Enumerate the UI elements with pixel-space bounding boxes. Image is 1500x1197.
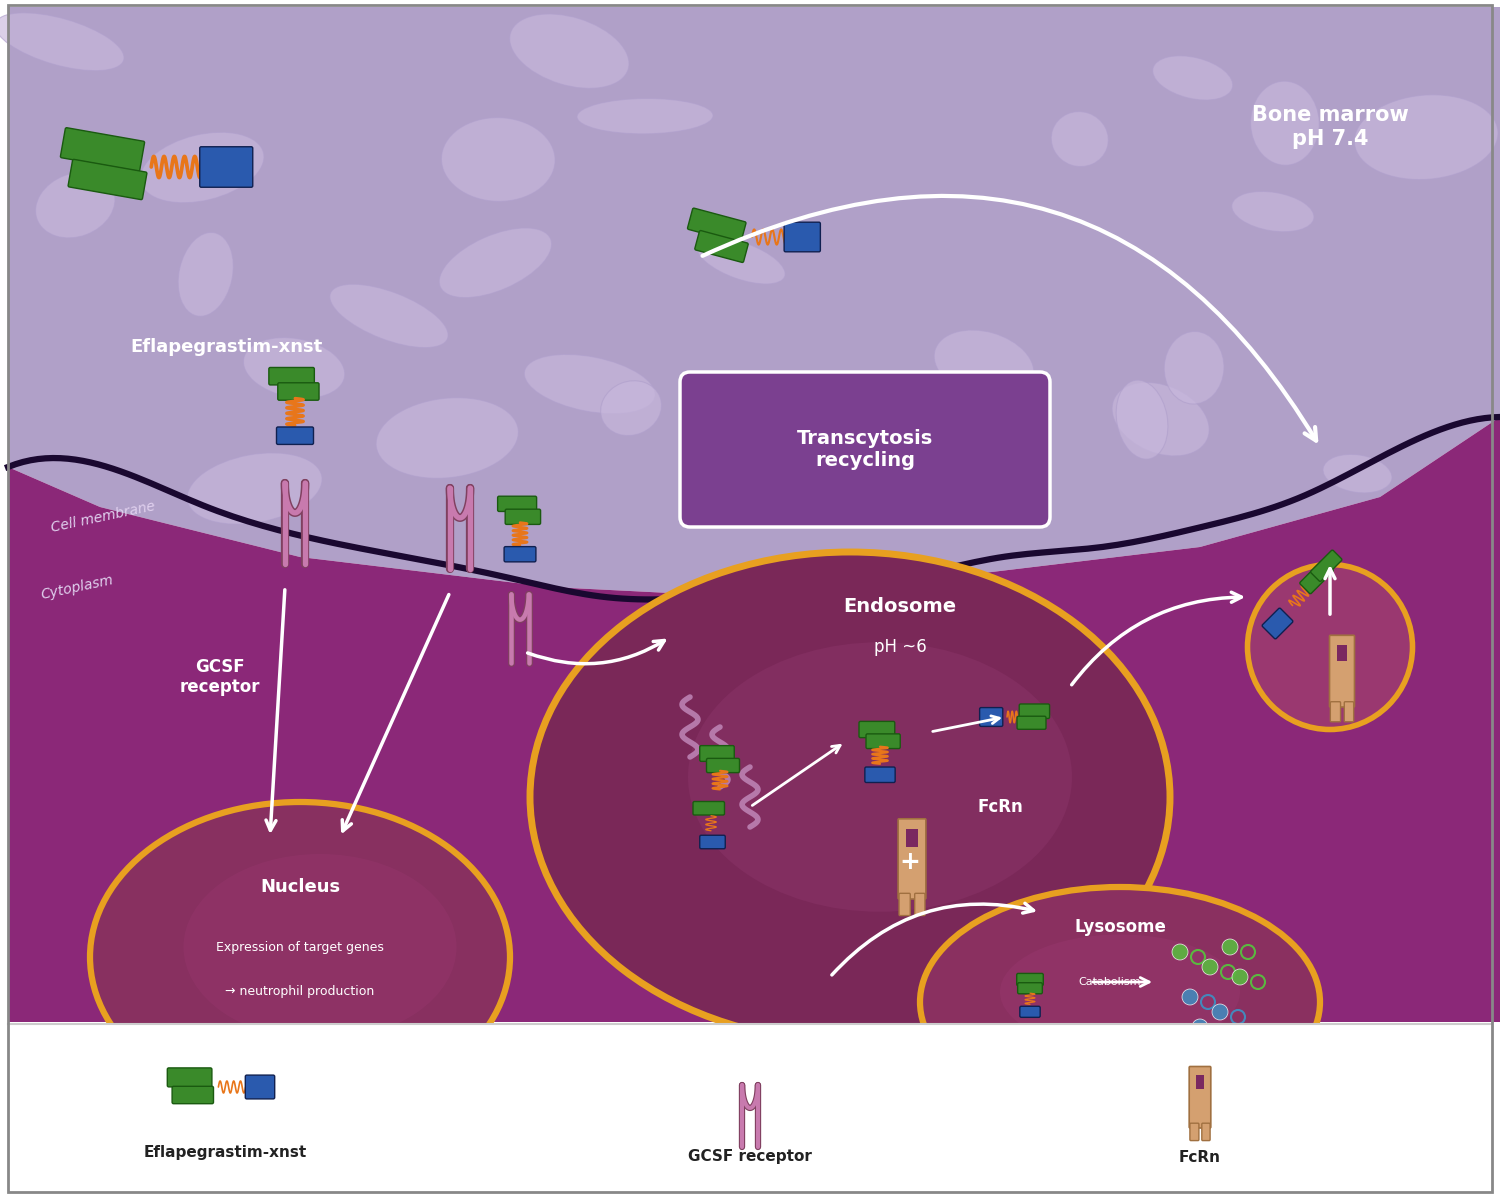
Ellipse shape [1251, 81, 1318, 165]
Ellipse shape [141, 132, 264, 202]
Ellipse shape [578, 98, 712, 134]
FancyBboxPatch shape [268, 367, 315, 385]
FancyBboxPatch shape [200, 147, 252, 187]
Text: Eflapegrastim-xnst: Eflapegrastim-xnst [144, 1144, 306, 1160]
FancyBboxPatch shape [706, 759, 740, 772]
Ellipse shape [920, 887, 1320, 1117]
Text: +: + [900, 850, 921, 874]
Text: Expression of target genes: Expression of target genes [216, 941, 384, 954]
FancyBboxPatch shape [699, 746, 735, 761]
Text: Cytoplasm: Cytoplasm [40, 572, 116, 602]
Text: Catabolism: Catabolism [1078, 977, 1142, 988]
Circle shape [1222, 938, 1238, 955]
Ellipse shape [90, 802, 510, 1112]
FancyBboxPatch shape [898, 893, 910, 916]
Circle shape [1172, 944, 1188, 960]
Text: Bone marrow
pH 7.4: Bone marrow pH 7.4 [1251, 105, 1408, 148]
Ellipse shape [376, 397, 519, 479]
FancyBboxPatch shape [278, 383, 320, 400]
Ellipse shape [698, 238, 784, 284]
Circle shape [1232, 970, 1248, 985]
FancyBboxPatch shape [1330, 701, 1341, 722]
Ellipse shape [188, 452, 322, 524]
Ellipse shape [178, 232, 234, 316]
Ellipse shape [1323, 455, 1392, 493]
Ellipse shape [871, 421, 951, 476]
Ellipse shape [1354, 95, 1498, 180]
Ellipse shape [934, 330, 1034, 399]
Ellipse shape [1000, 935, 1240, 1050]
FancyBboxPatch shape [276, 427, 314, 444]
FancyBboxPatch shape [1300, 560, 1334, 594]
Ellipse shape [36, 172, 116, 238]
Ellipse shape [525, 354, 656, 414]
FancyBboxPatch shape [498, 497, 537, 511]
FancyBboxPatch shape [8, 1023, 1492, 1192]
FancyBboxPatch shape [1190, 1067, 1210, 1128]
Ellipse shape [441, 117, 555, 201]
FancyBboxPatch shape [694, 231, 748, 262]
FancyBboxPatch shape [859, 722, 895, 737]
Ellipse shape [0, 13, 124, 71]
Text: Cell membrane: Cell membrane [50, 499, 156, 535]
FancyBboxPatch shape [680, 372, 1050, 527]
Ellipse shape [1112, 382, 1209, 456]
Text: GCSF
receptor: GCSF receptor [180, 657, 261, 697]
Ellipse shape [1164, 332, 1224, 405]
FancyBboxPatch shape [1017, 716, 1046, 729]
FancyBboxPatch shape [1329, 636, 1354, 707]
Text: Transcytosis
recycling: Transcytosis recycling [796, 429, 933, 469]
FancyBboxPatch shape [906, 830, 918, 847]
Circle shape [1192, 1019, 1208, 1035]
FancyBboxPatch shape [687, 208, 746, 243]
FancyBboxPatch shape [699, 836, 726, 849]
Ellipse shape [440, 227, 552, 298]
Text: Endosome: Endosome [843, 597, 957, 616]
FancyBboxPatch shape [168, 1068, 211, 1087]
Text: FcRn: FcRn [1179, 1149, 1221, 1165]
Text: Eflapegrastim-xnst: Eflapegrastim-xnst [130, 338, 322, 356]
FancyBboxPatch shape [506, 509, 540, 524]
Ellipse shape [688, 643, 1072, 912]
FancyBboxPatch shape [1190, 1123, 1198, 1141]
FancyBboxPatch shape [915, 893, 926, 916]
Polygon shape [8, 417, 1500, 1022]
FancyBboxPatch shape [1017, 983, 1042, 994]
FancyBboxPatch shape [1202, 1123, 1210, 1141]
Text: → neutrophil production: → neutrophil production [225, 985, 375, 998]
Text: Nucleus: Nucleus [260, 879, 340, 897]
FancyBboxPatch shape [1019, 704, 1050, 718]
Ellipse shape [1248, 565, 1413, 729]
FancyBboxPatch shape [504, 547, 536, 561]
Text: pH ~6: pH ~6 [873, 638, 927, 656]
Ellipse shape [873, 391, 936, 475]
Ellipse shape [752, 415, 872, 480]
FancyBboxPatch shape [1311, 551, 1342, 582]
FancyBboxPatch shape [68, 159, 147, 200]
FancyBboxPatch shape [246, 1075, 274, 1099]
Text: FcRn: FcRn [976, 798, 1023, 816]
Text: GCSF receptor: GCSF receptor [688, 1149, 812, 1165]
Ellipse shape [510, 14, 628, 89]
Ellipse shape [1052, 111, 1108, 166]
Ellipse shape [243, 338, 345, 399]
Ellipse shape [530, 552, 1170, 1043]
FancyBboxPatch shape [60, 128, 144, 171]
FancyBboxPatch shape [1196, 1075, 1204, 1088]
FancyBboxPatch shape [898, 819, 926, 899]
FancyBboxPatch shape [865, 734, 900, 748]
FancyBboxPatch shape [784, 223, 820, 251]
FancyBboxPatch shape [1017, 973, 1044, 985]
FancyBboxPatch shape [1262, 608, 1293, 639]
FancyBboxPatch shape [865, 767, 895, 783]
Polygon shape [8, 7, 1500, 597]
FancyBboxPatch shape [1020, 1007, 1040, 1017]
FancyBboxPatch shape [980, 707, 1004, 727]
Ellipse shape [1232, 192, 1314, 232]
Text: Lysosome: Lysosome [1074, 918, 1166, 936]
FancyBboxPatch shape [172, 1087, 213, 1104]
Ellipse shape [183, 853, 456, 1040]
FancyBboxPatch shape [1336, 644, 1347, 661]
Ellipse shape [600, 381, 662, 436]
